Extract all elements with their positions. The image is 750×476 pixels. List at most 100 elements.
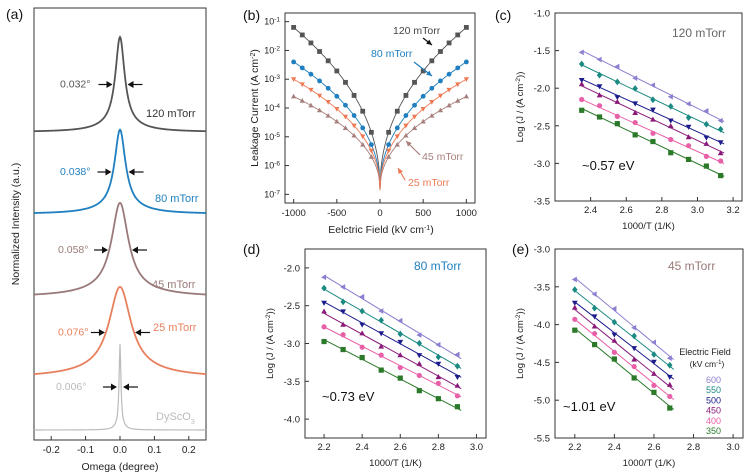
xtick-label: 2.6 [620,205,633,216]
panel-c-frame [554,12,743,202]
data-point [631,324,637,331]
leakage-point [351,123,357,129]
leakage-point [386,142,392,147]
xlabel: 1000/T (1/K) [622,221,675,232]
rocking-curve [34,343,206,431]
data-point [596,71,603,79]
panel-a-ticks: -0.2 -0.1 0.0 0.1 0.2 [43,436,196,456]
panel-a-xtick-label: -0.2 [43,445,61,456]
data-point [611,318,618,326]
legend-entry: 600 [706,375,721,385]
leakage-point [299,32,305,38]
data-point [685,100,691,107]
leakage-point [299,82,305,88]
leakage-point [420,93,426,99]
xtick-label: 2.8 [432,442,445,453]
panel-b-xtick-label: 1000 [456,208,477,219]
data-point [435,353,442,361]
data-point [435,361,442,367]
ytick-label: -3.5 [534,197,550,208]
fwhm-arrowhead-left [105,168,112,176]
xtick-label: 2.6 [394,442,407,453]
data-point [703,135,710,141]
fwhm-label: 0.006° [56,381,86,393]
data-point [667,361,673,369]
leakage-point [342,114,349,120]
data-point [359,330,366,336]
data-point [650,116,656,122]
panel-label-e: (e) [512,241,529,257]
fwhm-label: 0.032° [60,79,90,91]
data-point [611,305,617,312]
leakage-point [291,59,297,65]
leakage-point [394,141,400,147]
data-point [579,107,585,113]
legend-entry: 350 [706,426,721,436]
data-point [666,381,673,387]
data-point [631,363,637,370]
data-point [378,308,384,314]
data-point [591,291,597,297]
leakage-point [429,58,435,64]
panel-a-frame [33,7,207,441]
leakage-point [299,98,305,103]
panel-b-ytick-label: 10-5 [264,131,280,142]
data-point [596,103,603,109]
data-point [397,317,403,324]
data-point [591,323,598,329]
data-point [435,374,442,380]
data-point [650,138,656,145]
panel-title: 80 mTorr [414,259,461,273]
leakage-point [291,24,297,30]
xtick-label: 2.2 [317,442,330,453]
data-point [651,389,657,395]
data-point [614,95,621,101]
ytick-label: -2.5 [284,301,300,312]
panel-b-ytick-label: 10-3 [264,74,280,85]
ytick-label: -1.5 [534,46,550,57]
fwhm-label: 0.076° [58,327,88,339]
data-point [378,331,385,337]
panel-b-xtick-label: 0 [377,208,382,219]
data-point [416,332,422,338]
label-25mtorr: 25 mTorr [153,322,197,334]
arrow-80mtorr-head [426,70,432,76]
data-point [703,163,709,169]
leakage-point [325,100,331,105]
leakage-point [290,93,297,99]
data-point [632,101,639,107]
data-point [717,140,724,146]
data-point [359,322,366,328]
leakage-point [308,102,314,108]
fit-line [574,277,675,361]
data-point [650,96,656,104]
data-point [632,119,638,126]
leakage-point [360,134,366,140]
data-point [666,374,673,380]
fit-line [574,290,675,370]
data-point [632,75,638,81]
xtick-label: 2.6 [647,442,660,453]
label-45mtorr: 45 mTorr [422,151,464,163]
xlabel: 1000/T (1/K) [369,458,422,469]
xtick-label: 2.4 [608,442,621,453]
fwhm-arrowhead-right [128,168,135,176]
leakage-point [394,125,400,131]
data-point [667,393,673,400]
xtick-label: 3.0 [470,442,483,453]
data-point [631,332,637,340]
panel-b-frame [284,12,476,204]
fwhm-arrowhead-right [131,246,138,254]
ytick-label: -2.0 [284,263,300,274]
data-point [340,309,346,315]
ylabel: Log (J / (A cm-2)) [265,308,277,379]
leakage-point [368,142,374,147]
data-point [685,124,692,130]
panel-b-plot: 120 mTorr 80 mTorr 45 mTorr 25 mTorr [290,24,470,191]
leakage-point [360,125,366,131]
leakage-point [420,118,426,124]
fwhm-arrowhead-right [123,383,130,391]
fwhm-arrowhead-right [127,81,134,88]
ytick-label: -4.0 [534,320,550,331]
